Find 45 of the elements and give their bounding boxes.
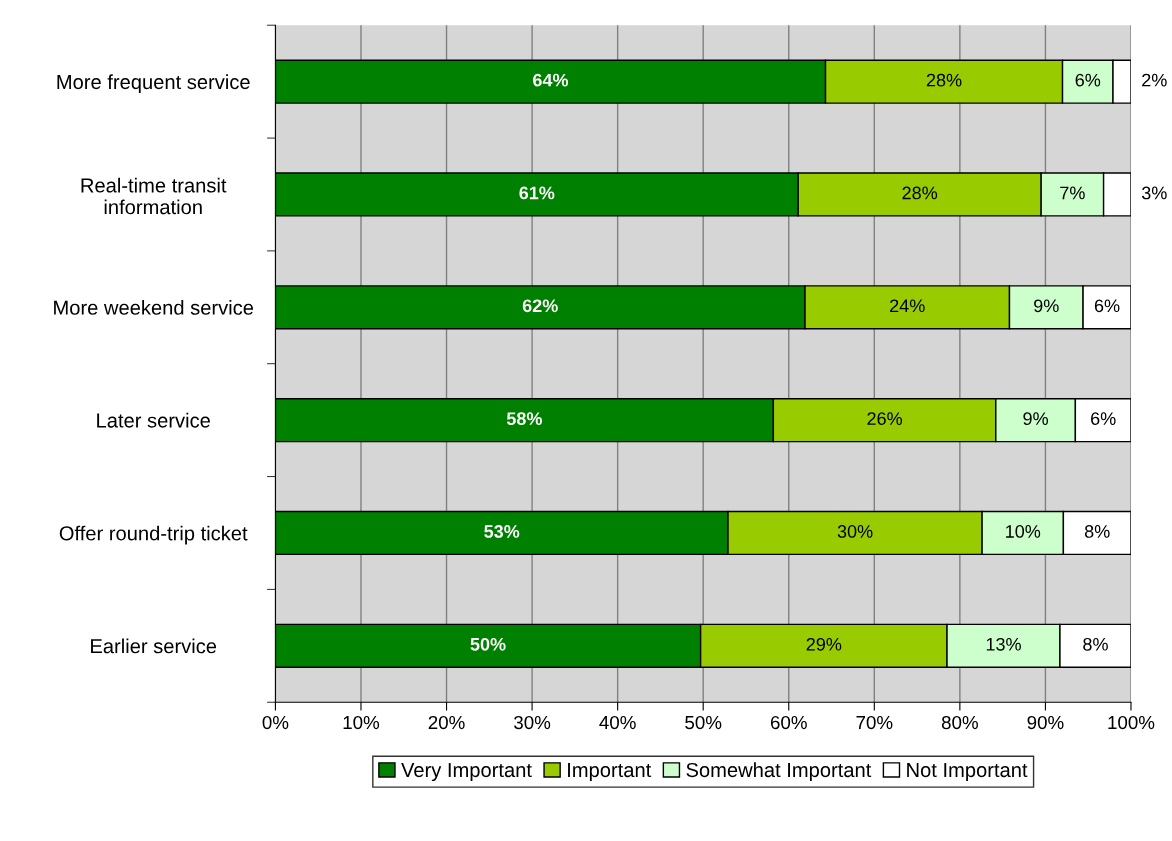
data-label: 61% bbox=[519, 186, 555, 200]
data-label: 28% bbox=[926, 73, 962, 87]
x-tick-label: 80% bbox=[941, 715, 978, 730]
data-label: 30% bbox=[837, 525, 873, 538]
y-tick-label: More weekend service bbox=[54, 300, 254, 315]
legend-label: Not Important bbox=[907, 763, 1028, 782]
data-label: 64% bbox=[533, 73, 569, 87]
data-label: 53% bbox=[484, 525, 520, 538]
x-tick-label: 100% bbox=[1108, 715, 1155, 730]
x-tick-label: 50% bbox=[685, 715, 722, 730]
data-label: 28% bbox=[902, 186, 938, 200]
x-tick-label: 40% bbox=[599, 715, 636, 730]
x-tick-label: 30% bbox=[514, 715, 551, 730]
data-label: 29% bbox=[806, 637, 842, 651]
data-label: 6% bbox=[1075, 73, 1101, 87]
x-tick-label: 0% bbox=[262, 715, 289, 730]
data-label: 24% bbox=[890, 299, 925, 313]
data-label: 9% bbox=[1034, 299, 1059, 313]
data-label: 7% bbox=[1060, 186, 1085, 200]
legend-label: Very Important bbox=[401, 763, 532, 782]
data-label: 62% bbox=[522, 299, 558, 313]
y-tick-label: Offer round-trip ticket bbox=[59, 525, 248, 545]
data-label: 50% bbox=[470, 637, 506, 651]
x-tick-label: 10% bbox=[343, 715, 380, 730]
y-tick-label: Later service bbox=[97, 412, 210, 428]
data-label: 10% bbox=[1006, 525, 1041, 538]
data-label: 9% bbox=[1023, 412, 1048, 425]
x-tick-label: 20% bbox=[428, 715, 465, 730]
data-label: 2% bbox=[1142, 73, 1167, 87]
data-label: 6% bbox=[1094, 299, 1120, 313]
data-label: 8% bbox=[1083, 637, 1108, 651]
x-tick-label: 90% bbox=[1027, 715, 1064, 730]
data-label: 6% bbox=[1091, 412, 1116, 425]
y-tick-label: Real-time transit information bbox=[81, 177, 227, 215]
legend-label: Important bbox=[568, 763, 652, 782]
data-label: 26% bbox=[867, 412, 903, 425]
legend-label: Somewhat Important bbox=[686, 762, 872, 782]
data-label: 13% bbox=[986, 637, 1021, 651]
y-tick-label: More frequent service bbox=[57, 74, 250, 94]
data-label: 58% bbox=[506, 412, 542, 425]
y-tick-label: Earlier service bbox=[91, 638, 217, 654]
data-label: 3% bbox=[1141, 186, 1167, 200]
x-tick-label: 70% bbox=[856, 715, 893, 730]
x-tick-label: 60% bbox=[770, 715, 807, 730]
data-label: 8% bbox=[1084, 525, 1110, 538]
